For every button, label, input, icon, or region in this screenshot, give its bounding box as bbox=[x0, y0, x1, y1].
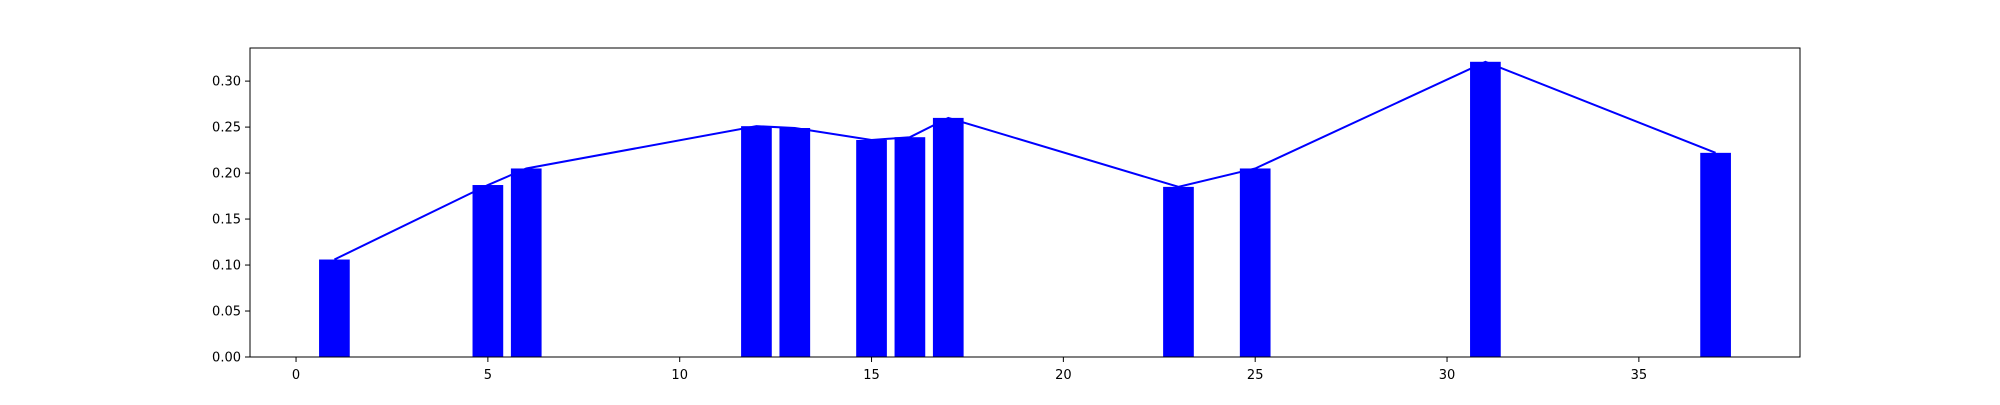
x-tick-label: 25 bbox=[1247, 368, 1264, 383]
x-tick-label: 10 bbox=[671, 368, 688, 383]
x-tick-label: 15 bbox=[863, 368, 880, 383]
bar-17 bbox=[932, 117, 964, 358]
x-axis: 0 5 10 15 20 25 30 35 bbox=[292, 357, 1647, 383]
y-tick-label: 0.00 bbox=[212, 351, 241, 366]
y-tick-label: 0.30 bbox=[212, 75, 241, 90]
line-layer bbox=[333, 60, 1716, 261]
x-tick-label: 0 bbox=[292, 368, 300, 383]
bar-16 bbox=[894, 137, 926, 357]
y-tick-label: 0.05 bbox=[212, 305, 241, 320]
bars-layer bbox=[319, 61, 1731, 358]
bar-13 bbox=[779, 128, 811, 357]
bar-6 bbox=[510, 168, 542, 357]
x-tick-label: 30 bbox=[1439, 368, 1456, 383]
bar-23 bbox=[1163, 186, 1194, 357]
bar-1 bbox=[319, 259, 350, 357]
bar-5 bbox=[472, 185, 504, 357]
x-tick-label: 5 bbox=[484, 368, 492, 383]
bar-37 bbox=[1700, 152, 1731, 357]
y-tick-label: 0.25 bbox=[212, 121, 241, 136]
y-tick-label: 0.15 bbox=[212, 213, 241, 228]
x-tick-label: 20 bbox=[1055, 368, 1072, 383]
plot-frame bbox=[249, 47, 1801, 358]
bar-15 bbox=[856, 139, 887, 357]
bar-25 bbox=[1239, 168, 1271, 357]
bar-31 bbox=[1470, 61, 1501, 357]
bar-12 bbox=[741, 126, 772, 357]
y-tick-label: 0.10 bbox=[212, 259, 241, 274]
y-axis: 0.00 0.05 0.10 0.15 0.20 0.25 0.30 bbox=[212, 75, 250, 366]
series-line bbox=[333, 60, 1716, 261]
y-tick-label: 0.20 bbox=[212, 167, 241, 182]
x-tick-label: 35 bbox=[1631, 368, 1648, 383]
